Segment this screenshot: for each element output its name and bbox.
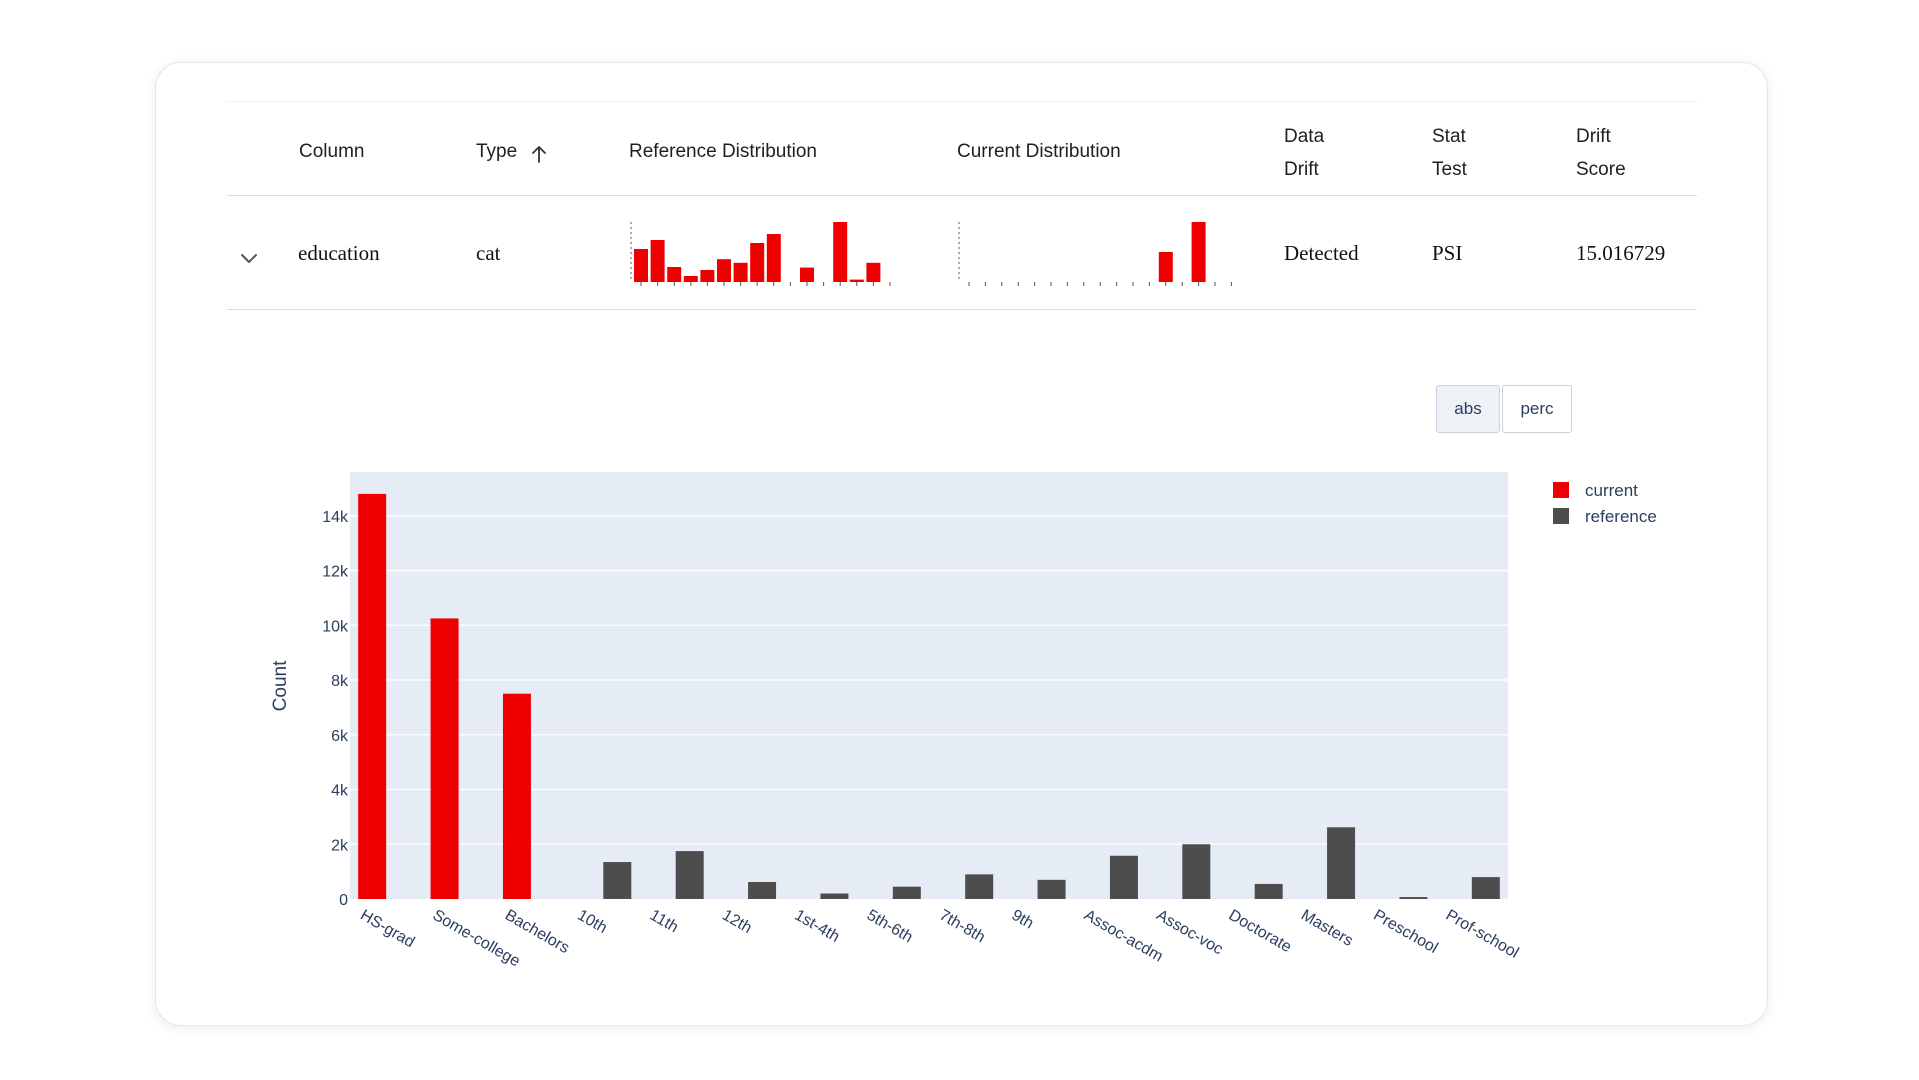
sparkline-bar (667, 267, 682, 282)
arrow-up-icon[interactable] (528, 143, 550, 165)
bar-reference[interactable] (1182, 844, 1211, 899)
header-drift-score-line1: Drift (1576, 126, 1611, 147)
plot-area (350, 472, 1508, 899)
x-tick-label: 11th (647, 907, 681, 937)
bar-reference[interactable] (748, 882, 777, 899)
header-stat-test-line2: Test (1432, 159, 1467, 180)
legend-label-current[interactable]: current (1585, 481, 1638, 500)
bar-reference[interactable] (1109, 855, 1138, 899)
sparkline-bar (733, 262, 748, 282)
sparkline-bar (634, 249, 648, 282)
x-tick-label: Assoc-acdm (1081, 907, 1166, 966)
current-distribution-sparkline (958, 222, 1232, 286)
bar-reference[interactable] (675, 851, 704, 899)
sparkline-bar (800, 267, 814, 282)
header-stat-test-line1: Stat (1432, 126, 1466, 147)
header-data-drift-line2: Drift (1284, 159, 1319, 180)
header-stat-test[interactable]: Stat Test (1432, 120, 1467, 186)
header-data-drift-line1: Data (1284, 126, 1325, 147)
x-tick-label: Doctorate (1226, 907, 1295, 956)
y-tick-label: 0 (339, 892, 348, 909)
bar-reference[interactable] (1399, 897, 1428, 899)
legend-swatch-reference[interactable] (1553, 508, 1569, 524)
header-column[interactable]: Column (299, 141, 365, 162)
bar-current[interactable] (358, 493, 387, 899)
x-tick-label: 7th-8th (936, 907, 988, 947)
header-divider (227, 195, 1697, 196)
x-tick-label: Masters (1298, 907, 1356, 950)
y-tick-label: 4k (331, 783, 349, 800)
sparkline-bar (650, 240, 665, 282)
sparkline-bar (683, 276, 698, 282)
sparkline-bar (717, 259, 731, 282)
bar-reference[interactable] (892, 886, 921, 899)
y-tick-label: 10k (322, 618, 349, 635)
x-tick-label: 9th (1009, 907, 1037, 933)
sparkline-bar (700, 270, 715, 282)
x-tick-label: 12th (719, 907, 754, 937)
cell-column: education (298, 241, 380, 265)
bar-reference[interactable] (820, 893, 849, 899)
cell-data-drift: Detected (1284, 241, 1359, 265)
y-tick-label: 8k (331, 673, 349, 690)
x-tick-label: Prof-school (1443, 907, 1522, 962)
cell-type: cat (476, 241, 501, 265)
header-type[interactable]: Type (476, 141, 518, 162)
x-tick-label: 1st-4th (791, 907, 842, 946)
sparkline-bar (866, 262, 881, 282)
x-tick-label: 5th-6th (864, 907, 916, 947)
x-tick-label: 10th (574, 907, 609, 937)
x-tick-label: HS-grad (357, 907, 417, 952)
legend-label-reference[interactable]: reference (1585, 507, 1657, 526)
bar-reference[interactable] (1471, 877, 1500, 899)
header-current-distribution[interactable]: Current Distribution (957, 141, 1121, 162)
reference-distribution-sparkline (630, 222, 891, 286)
cell-stat-test: PSI (1432, 241, 1463, 265)
bar-current[interactable] (502, 693, 531, 899)
bar-reference[interactable] (1327, 827, 1356, 899)
sparkline-bar (1191, 222, 1206, 282)
header-drift-score-line2: Score (1576, 159, 1626, 180)
x-tick-label: Preschool (1370, 907, 1440, 957)
sparkline-bar (1158, 252, 1173, 282)
cell-drift-score: 15.016729 (1576, 241, 1666, 265)
y-axis-title: Count (270, 660, 291, 711)
row-divider (227, 309, 1697, 310)
sparkline-bar (766, 234, 781, 282)
bar-reference[interactable] (1254, 883, 1283, 899)
bar-current[interactable] (430, 618, 459, 899)
header-drift-score[interactable]: Drift Score (1576, 120, 1626, 186)
sparkline-bar (849, 279, 864, 282)
y-tick-label: 14k (322, 509, 349, 526)
sparkline-bar (833, 222, 848, 282)
legend-swatch-current[interactable] (1553, 482, 1569, 498)
bar-reference[interactable] (1037, 879, 1066, 899)
y-tick-label: 6k (331, 728, 349, 745)
bar-reference[interactable] (965, 874, 994, 899)
table-top-border (227, 101, 1697, 102)
abs-toggle-button[interactable]: abs (1436, 385, 1500, 433)
header-data-drift[interactable]: Data Drift (1284, 120, 1324, 186)
chevron-down-icon[interactable] (236, 246, 262, 272)
header-reference-distribution[interactable]: Reference Distribution (629, 141, 817, 162)
sparkline-bar (750, 243, 765, 282)
perc-toggle-button[interactable]: perc (1502, 385, 1572, 433)
y-tick-label: 12k (322, 564, 349, 581)
bar-reference[interactable] (603, 862, 632, 899)
y-tick-label: 2k (331, 837, 349, 854)
